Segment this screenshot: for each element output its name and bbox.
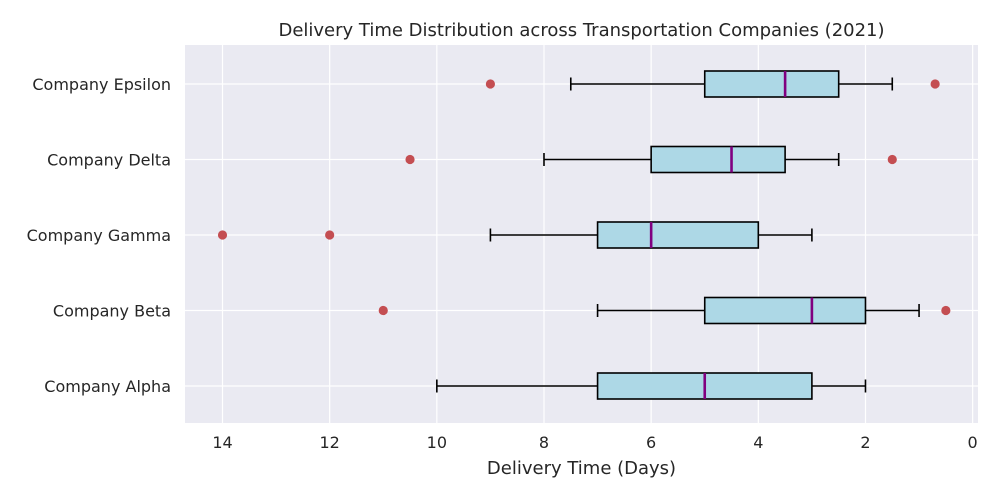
box-company-gamma <box>217 221 813 249</box>
plot-background <box>185 45 978 423</box>
y-tick-label: Company Delta <box>47 151 171 170</box>
box-iqr <box>703 296 867 325</box>
y-tick-labels: Company Alpha Company Beta Company Gamma Co… <box>27 75 171 396</box>
outlier-point <box>941 305 951 316</box>
box-company-epsilon <box>485 70 940 98</box>
box-company-alpha <box>436 372 867 400</box>
y-tick-label: Company Gamma <box>27 226 171 245</box>
x-tick-label: 6 <box>646 433 656 452</box>
x-axis-label: Delivery Time (Days) <box>487 458 676 479</box>
outlier-point <box>930 79 940 89</box>
x-tick-label: 2 <box>860 433 870 452</box>
outlier-point <box>325 230 335 240</box>
outlier-point <box>887 154 897 165</box>
box-company-delta <box>405 145 897 174</box>
outlier-point <box>485 79 496 89</box>
x-tick-labels: 14 12 10 8 6 4 2 0 <box>212 433 977 452</box>
box-iqr <box>703 70 840 98</box>
outlier-point <box>405 154 415 165</box>
outlier-point <box>378 305 388 316</box>
y-tick-label: Company Beta <box>53 302 171 321</box>
box-company-beta <box>378 296 951 325</box>
x-tick-label: 8 <box>539 433 549 452</box>
chart-title: Delivery Time Distribution across Transp… <box>278 20 884 41</box>
x-tick-label: 10 <box>427 433 447 452</box>
y-tick-label: Company Alpha <box>44 377 171 396</box>
outlier-point <box>217 230 228 240</box>
y-tick-label: Company Epsilon <box>32 75 171 94</box>
box-iqr <box>650 145 786 174</box>
box-iqr <box>596 221 760 249</box>
x-tick-label: 14 <box>212 433 232 452</box>
x-tick-label: 12 <box>319 433 339 452</box>
x-tick-label: 4 <box>753 433 763 452</box>
boxes <box>217 70 951 400</box>
x-tick-label: 0 <box>968 433 978 452</box>
